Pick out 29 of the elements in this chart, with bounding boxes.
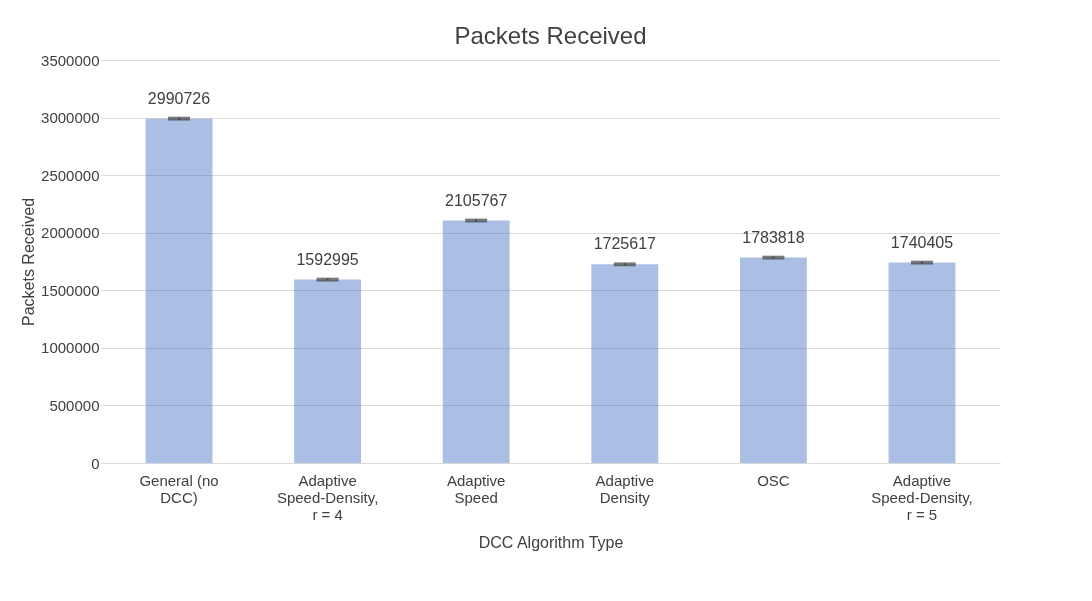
y-tick-label: 3000000: [41, 109, 100, 127]
data-label: 2990726: [147, 89, 211, 107]
data-label: 2105767: [445, 191, 508, 209]
x-tick-label: Adaptive Speed-Density, r = 4: [276, 471, 379, 523]
bar: [145, 118, 213, 463]
chart-title: Packets Received: [454, 22, 647, 49]
data-label: 1725617: [593, 235, 657, 253]
y-tick-label: 500000: [49, 396, 100, 414]
bar: [888, 262, 956, 463]
data-label: 1783818: [742, 228, 805, 246]
data-label: 1740405: [890, 233, 954, 251]
y-tick-label: 2500000: [41, 166, 100, 184]
bar: [442, 220, 510, 463]
bar: [294, 279, 362, 463]
x-axis-title: DCC Algorithm Type: [478, 533, 624, 551]
bar: [591, 264, 659, 463]
bar: [739, 257, 807, 463]
y-tick-label: 0: [91, 454, 100, 472]
x-tick-label: General (no DCC): [139, 471, 219, 506]
x-tick-label: Adaptive Speed-Density, r = 5: [871, 471, 973, 523]
data-label: 1592995: [296, 250, 359, 268]
x-tick-label: Adaptive Speed: [447, 471, 506, 506]
y-tick-label: 3500000: [41, 51, 100, 69]
x-tick-label: OSC: [757, 471, 790, 489]
y-tick-label: 1000000: [41, 339, 100, 357]
x-tick-label: Adaptive Density: [595, 471, 654, 506]
y-axis-title: Packets Received: [20, 197, 38, 327]
y-tick-label: 1500000: [41, 281, 100, 299]
y-tick-label: 2000000: [41, 224, 100, 242]
